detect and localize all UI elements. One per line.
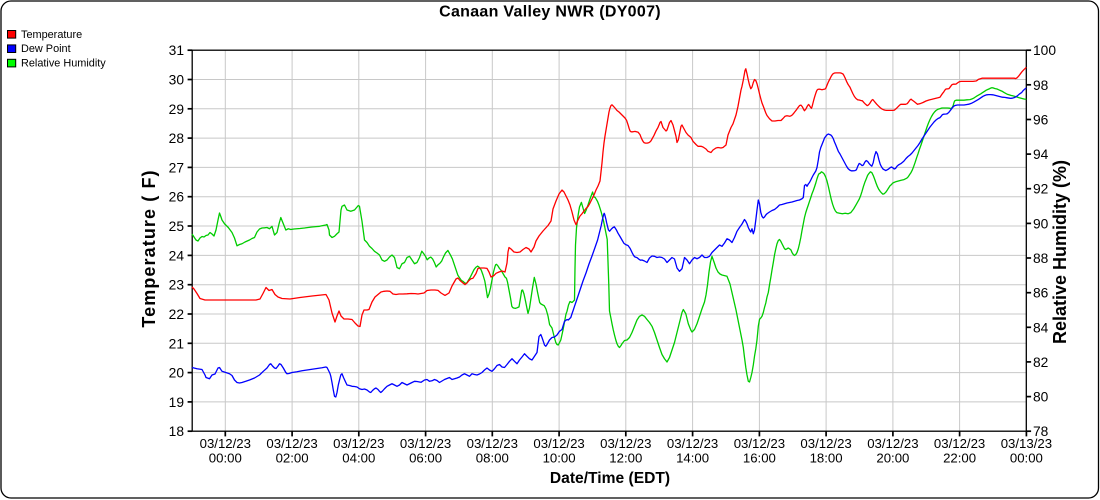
svg-text:90: 90 [1033, 216, 1049, 231]
svg-text:03/12/23: 03/12/23 [200, 436, 251, 451]
svg-text:06:00: 06:00 [409, 451, 442, 466]
svg-text:Dew Point: Dew Point [21, 43, 71, 55]
svg-text:28: 28 [169, 131, 185, 146]
svg-text:19: 19 [169, 395, 185, 410]
svg-text:10:00: 10:00 [543, 451, 576, 466]
svg-text:80: 80 [1033, 390, 1049, 405]
svg-text:22:00: 22:00 [943, 451, 976, 466]
svg-text:31: 31 [169, 43, 184, 58]
svg-text:03/12/23: 03/12/23 [266, 436, 317, 451]
svg-text:96: 96 [1033, 113, 1049, 128]
svg-text:100: 100 [1033, 43, 1056, 58]
svg-text:03/12/23: 03/12/23 [667, 436, 718, 451]
svg-text:98: 98 [1033, 78, 1049, 93]
svg-text:82: 82 [1033, 355, 1048, 370]
svg-text:Relative Humidity: Relative Humidity [21, 58, 106, 70]
svg-text:00:00: 00:00 [1010, 451, 1043, 466]
svg-text:03/12/23: 03/12/23 [934, 436, 985, 451]
svg-text:08:00: 08:00 [476, 451, 509, 466]
svg-text:21: 21 [169, 336, 184, 351]
svg-text:86: 86 [1033, 286, 1049, 301]
svg-text:03/12/23: 03/12/23 [533, 436, 584, 451]
svg-text:84: 84 [1033, 320, 1049, 335]
svg-text:16:00: 16:00 [743, 451, 776, 466]
svg-text:14:00: 14:00 [676, 451, 709, 466]
svg-text:25: 25 [169, 219, 185, 234]
svg-text:88: 88 [1033, 251, 1049, 266]
svg-text:23: 23 [169, 278, 185, 293]
svg-text:18:00: 18:00 [810, 451, 843, 466]
svg-text:78: 78 [1033, 424, 1049, 439]
svg-text:03/12/23: 03/12/23 [867, 436, 918, 451]
svg-text:20: 20 [169, 366, 185, 381]
svg-text:Temperature ( F): Temperature ( F) [139, 169, 159, 327]
svg-text:00:00: 00:00 [209, 451, 242, 466]
svg-text:92: 92 [1033, 182, 1048, 197]
svg-text:02:00: 02:00 [276, 451, 309, 466]
svg-text:26: 26 [169, 190, 185, 205]
svg-text:27: 27 [169, 160, 184, 175]
svg-text:03/12/23: 03/12/23 [600, 436, 651, 451]
svg-text:04:00: 04:00 [342, 451, 375, 466]
svg-text:12:00: 12:00 [609, 451, 642, 466]
svg-text:Relative Humidity (%): Relative Humidity (%) [1050, 160, 1070, 344]
svg-text:03/12/23: 03/12/23 [800, 436, 851, 451]
svg-text:03/12/23: 03/12/23 [734, 436, 785, 451]
svg-text:Date/Time (EDT): Date/Time (EDT) [550, 470, 670, 487]
svg-text:03/13/23: 03/13/23 [1001, 436, 1052, 451]
svg-text:18: 18 [169, 424, 185, 439]
svg-text:03/12/23: 03/12/23 [333, 436, 384, 451]
svg-text:03/12/23: 03/12/23 [400, 436, 451, 451]
svg-text:30: 30 [169, 73, 185, 88]
svg-text:94: 94 [1033, 147, 1049, 162]
svg-text:20:00: 20:00 [876, 451, 909, 466]
svg-text:Temperature: Temperature [21, 29, 82, 41]
svg-text:29: 29 [169, 102, 185, 117]
svg-text:03/12/23: 03/12/23 [467, 436, 518, 451]
svg-text:22: 22 [169, 307, 184, 322]
svg-text:24: 24 [169, 248, 185, 263]
svg-text:Canaan Valley NWR (DY007): Canaan Valley NWR (DY007) [439, 4, 661, 21]
